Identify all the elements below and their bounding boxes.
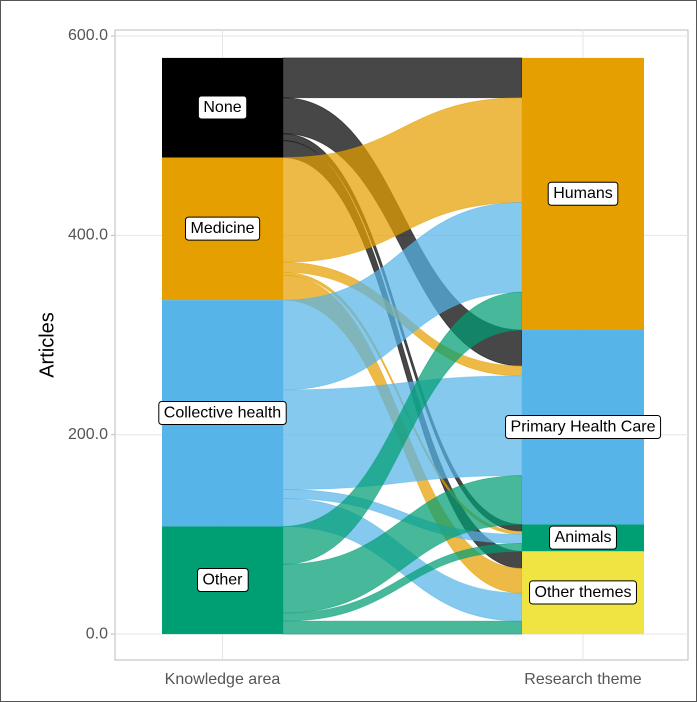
y-tick-label: 0.0 <box>86 625 108 642</box>
stratum-label: Humans <box>547 181 619 206</box>
flow <box>282 620 523 635</box>
label-box <box>547 181 619 206</box>
label-box <box>197 95 248 120</box>
stratum-label: Animals <box>549 525 617 550</box>
stratum-label: Other <box>196 567 249 592</box>
label-box <box>505 414 662 439</box>
label-text: Primary Health Care <box>511 418 656 435</box>
stratum-label: Medicine <box>184 216 261 241</box>
label-text: Animals <box>555 529 612 546</box>
label-box <box>549 525 617 550</box>
labels: None Medicine Collective health Other Humans… <box>158 95 662 605</box>
stratum-label: Other themes <box>529 580 637 605</box>
label-text: Collective health <box>164 405 281 422</box>
stratum-label: Primary Health Care <box>505 414 662 439</box>
label-text: Medicine <box>190 220 254 237</box>
label-box <box>184 216 261 241</box>
label-text: Humans <box>553 185 613 202</box>
panel <box>114 29 689 661</box>
label-box <box>158 401 287 426</box>
label-text: None <box>203 99 241 116</box>
x-tick-label: Knowledge area <box>165 671 281 688</box>
y-tick-label: 400.0 <box>68 227 108 244</box>
y-tick-label: 200.0 <box>68 426 108 443</box>
label-text: Other themes <box>535 584 632 601</box>
label-box <box>529 580 637 605</box>
label-text: Other <box>202 571 243 588</box>
flow <box>282 57 523 99</box>
y-axis-title: Articles <box>36 312 58 378</box>
label-box <box>196 567 249 592</box>
flows <box>282 57 523 635</box>
x-tick-label: Research theme <box>524 671 641 688</box>
y-tick-label: 600.0 <box>68 27 108 44</box>
stratum-label: Collective health <box>158 401 287 426</box>
stratum-label: None <box>197 95 248 120</box>
